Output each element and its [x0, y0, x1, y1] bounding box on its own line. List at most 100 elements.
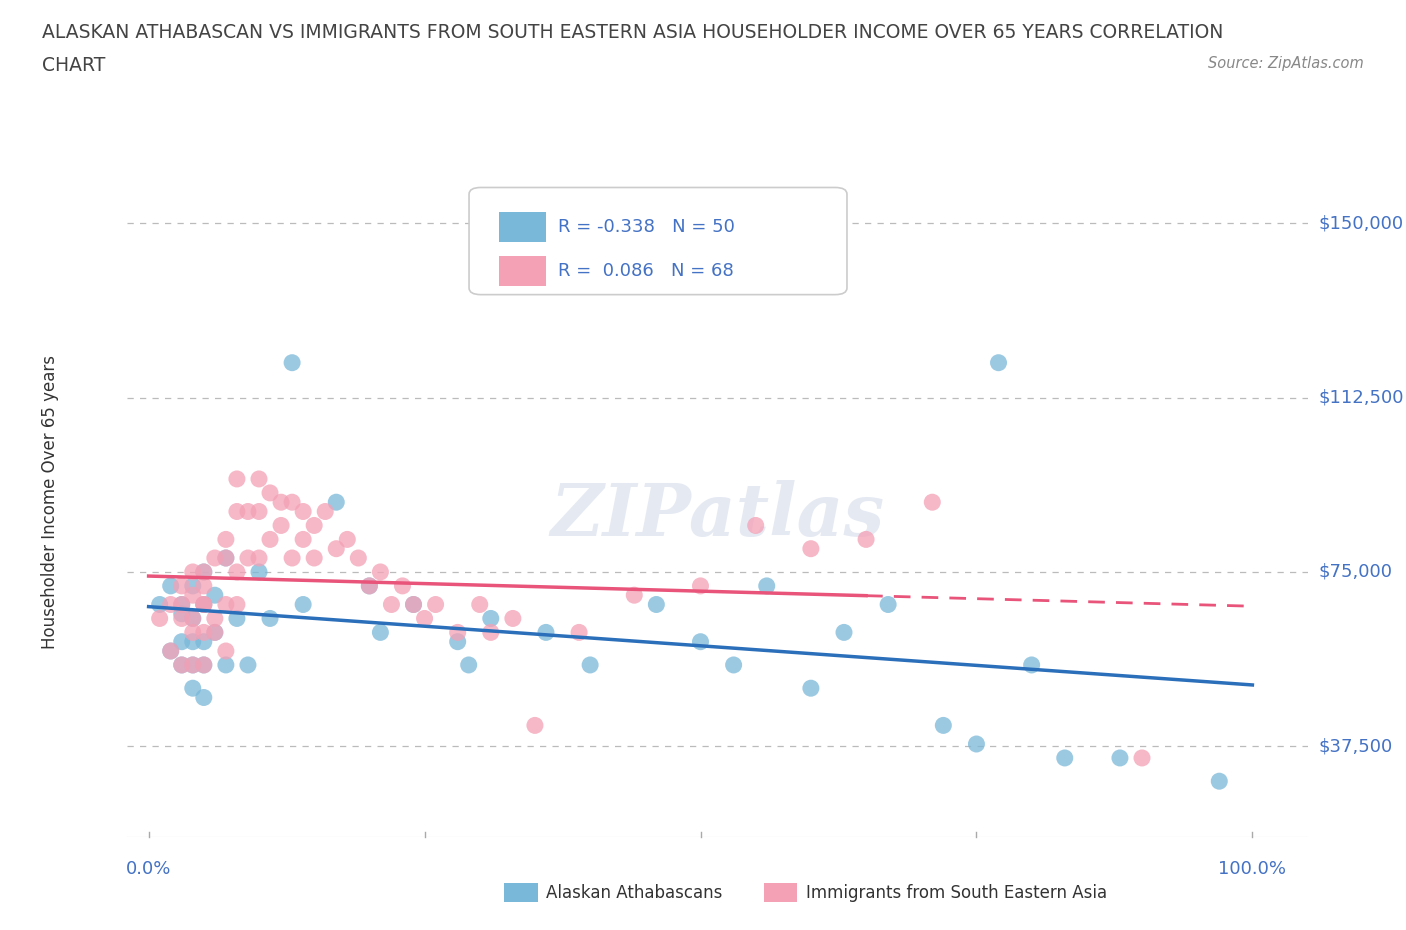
Text: ZIPatlas: ZIPatlas: [550, 480, 884, 551]
Point: [292, 504, 315, 519]
Point: [170, 634, 193, 649]
Point: [359, 578, 381, 593]
Point: [281, 355, 304, 370]
Point: [855, 532, 877, 547]
Point: [226, 504, 249, 519]
Point: [1053, 751, 1076, 765]
Point: [181, 625, 204, 640]
Point: [723, 658, 745, 672]
Point: [402, 597, 425, 612]
Point: [193, 565, 215, 579]
Point: [281, 495, 304, 510]
Point: [380, 597, 402, 612]
Point: [215, 658, 238, 672]
Text: ALASKAN ATHABASCAN VS IMMIGRANTS FROM SOUTH EASTERN ASIA HOUSEHOLDER INCOME OVER: ALASKAN ATHABASCAN VS IMMIGRANTS FROM SO…: [42, 23, 1223, 42]
Point: [457, 658, 479, 672]
Text: Source: ZipAtlas.com: Source: ZipAtlas.com: [1208, 56, 1364, 71]
Point: [689, 634, 711, 649]
Point: [292, 597, 315, 612]
Point: [159, 578, 181, 593]
Point: [987, 355, 1010, 370]
Point: [181, 611, 204, 626]
Point: [181, 588, 204, 603]
FancyBboxPatch shape: [765, 884, 797, 902]
Point: [193, 597, 215, 612]
Point: [325, 541, 347, 556]
Point: [226, 597, 249, 612]
Point: [170, 597, 193, 612]
Point: [204, 588, 226, 603]
Point: [204, 625, 226, 640]
Point: [623, 588, 645, 603]
Point: [1021, 658, 1043, 672]
Point: [204, 551, 226, 565]
Text: R = -0.338   N = 50: R = -0.338 N = 50: [558, 218, 734, 236]
FancyBboxPatch shape: [499, 256, 546, 286]
Text: 100.0%: 100.0%: [1219, 860, 1286, 879]
Point: [292, 532, 315, 547]
Point: [645, 597, 668, 612]
Point: [425, 597, 447, 612]
Point: [236, 504, 259, 519]
Point: [170, 658, 193, 672]
Point: [359, 578, 381, 593]
Text: Immigrants from South Eastern Asia: Immigrants from South Eastern Asia: [806, 884, 1107, 901]
Point: [215, 551, 238, 565]
Point: [170, 606, 193, 621]
Point: [259, 532, 281, 547]
Point: [302, 518, 325, 533]
FancyBboxPatch shape: [499, 212, 546, 242]
Point: [479, 611, 502, 626]
Point: [181, 565, 204, 579]
Point: [347, 551, 370, 565]
Point: [204, 611, 226, 626]
Point: [447, 625, 470, 640]
Point: [149, 611, 172, 626]
Point: [523, 718, 546, 733]
Point: [370, 625, 392, 640]
Point: [534, 625, 557, 640]
Point: [193, 690, 215, 705]
Point: [1109, 751, 1132, 765]
Point: [193, 597, 215, 612]
Point: [170, 611, 193, 626]
Point: [468, 597, 491, 612]
Point: [215, 532, 238, 547]
Point: [832, 625, 855, 640]
FancyBboxPatch shape: [470, 188, 846, 295]
Point: [193, 565, 215, 579]
Point: [336, 532, 359, 547]
Point: [247, 551, 270, 565]
Point: [479, 625, 502, 640]
Point: [226, 611, 249, 626]
Point: [259, 485, 281, 500]
Point: [689, 578, 711, 593]
Point: [568, 625, 591, 640]
Point: [181, 681, 204, 696]
Point: [391, 578, 413, 593]
Point: [236, 551, 259, 565]
Text: $37,500: $37,500: [1319, 737, 1393, 755]
Point: [215, 644, 238, 658]
Point: [193, 658, 215, 672]
Point: [259, 611, 281, 626]
Point: [236, 658, 259, 672]
Point: [181, 611, 204, 626]
Point: [402, 597, 425, 612]
Point: [800, 541, 823, 556]
Point: [226, 565, 249, 579]
Text: R =  0.086   N = 68: R = 0.086 N = 68: [558, 262, 734, 280]
Point: [181, 658, 204, 672]
Text: $112,500: $112,500: [1319, 389, 1405, 406]
Point: [149, 597, 172, 612]
Point: [314, 504, 336, 519]
Point: [193, 634, 215, 649]
Point: [170, 578, 193, 593]
Point: [247, 472, 270, 486]
Point: [193, 625, 215, 640]
Point: [193, 658, 215, 672]
Point: [215, 551, 238, 565]
Point: [370, 565, 392, 579]
Point: [170, 658, 193, 672]
Point: [579, 658, 602, 672]
